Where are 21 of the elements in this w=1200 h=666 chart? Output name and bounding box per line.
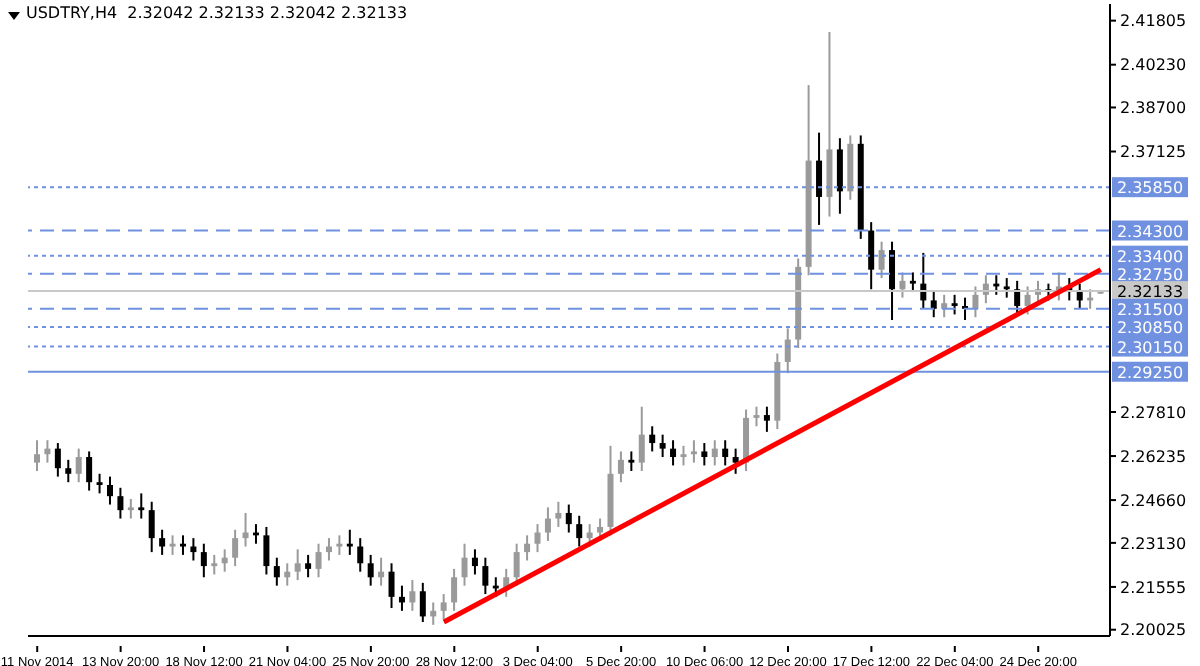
y-tick-label: 2.37125 bbox=[1120, 143, 1187, 162]
ref-line-label: 2.32133 bbox=[1116, 283, 1184, 302]
y-tick-label: 2.41805 bbox=[1120, 12, 1187, 31]
ref-line-label: 2.31500 bbox=[1116, 300, 1184, 319]
ref-line-label: 2.30150 bbox=[1116, 338, 1184, 357]
y-tick-label: 2.38700 bbox=[1120, 99, 1187, 118]
chart-title: USDTRY,H4 2.32042 2.32133 2.32042 2.32133 bbox=[26, 4, 408, 22]
ref-line-label: 2.33400 bbox=[1116, 247, 1184, 266]
y-tick-label: 2.20025 bbox=[1120, 621, 1187, 640]
y-tick-label: 2.40230 bbox=[1120, 56, 1187, 75]
y-tick-label: 2.21555 bbox=[1120, 578, 1187, 597]
ref-line-label: 2.32750 bbox=[1116, 265, 1184, 284]
ref-line-label: 2.30850 bbox=[1116, 318, 1184, 337]
candlestick bbox=[138, 493, 145, 519]
ref-line-label: 2.29250 bbox=[1116, 363, 1184, 382]
y-tick-label: 2.27810 bbox=[1120, 403, 1187, 422]
y-tick-label: 2.26235 bbox=[1120, 447, 1187, 466]
y-tick-label: 2.23130 bbox=[1120, 534, 1187, 553]
y-tick-label: 2.24660 bbox=[1120, 491, 1187, 510]
ref-line-label: 2.34300 bbox=[1116, 222, 1184, 241]
ref-line-label: 2.35850 bbox=[1116, 179, 1184, 198]
